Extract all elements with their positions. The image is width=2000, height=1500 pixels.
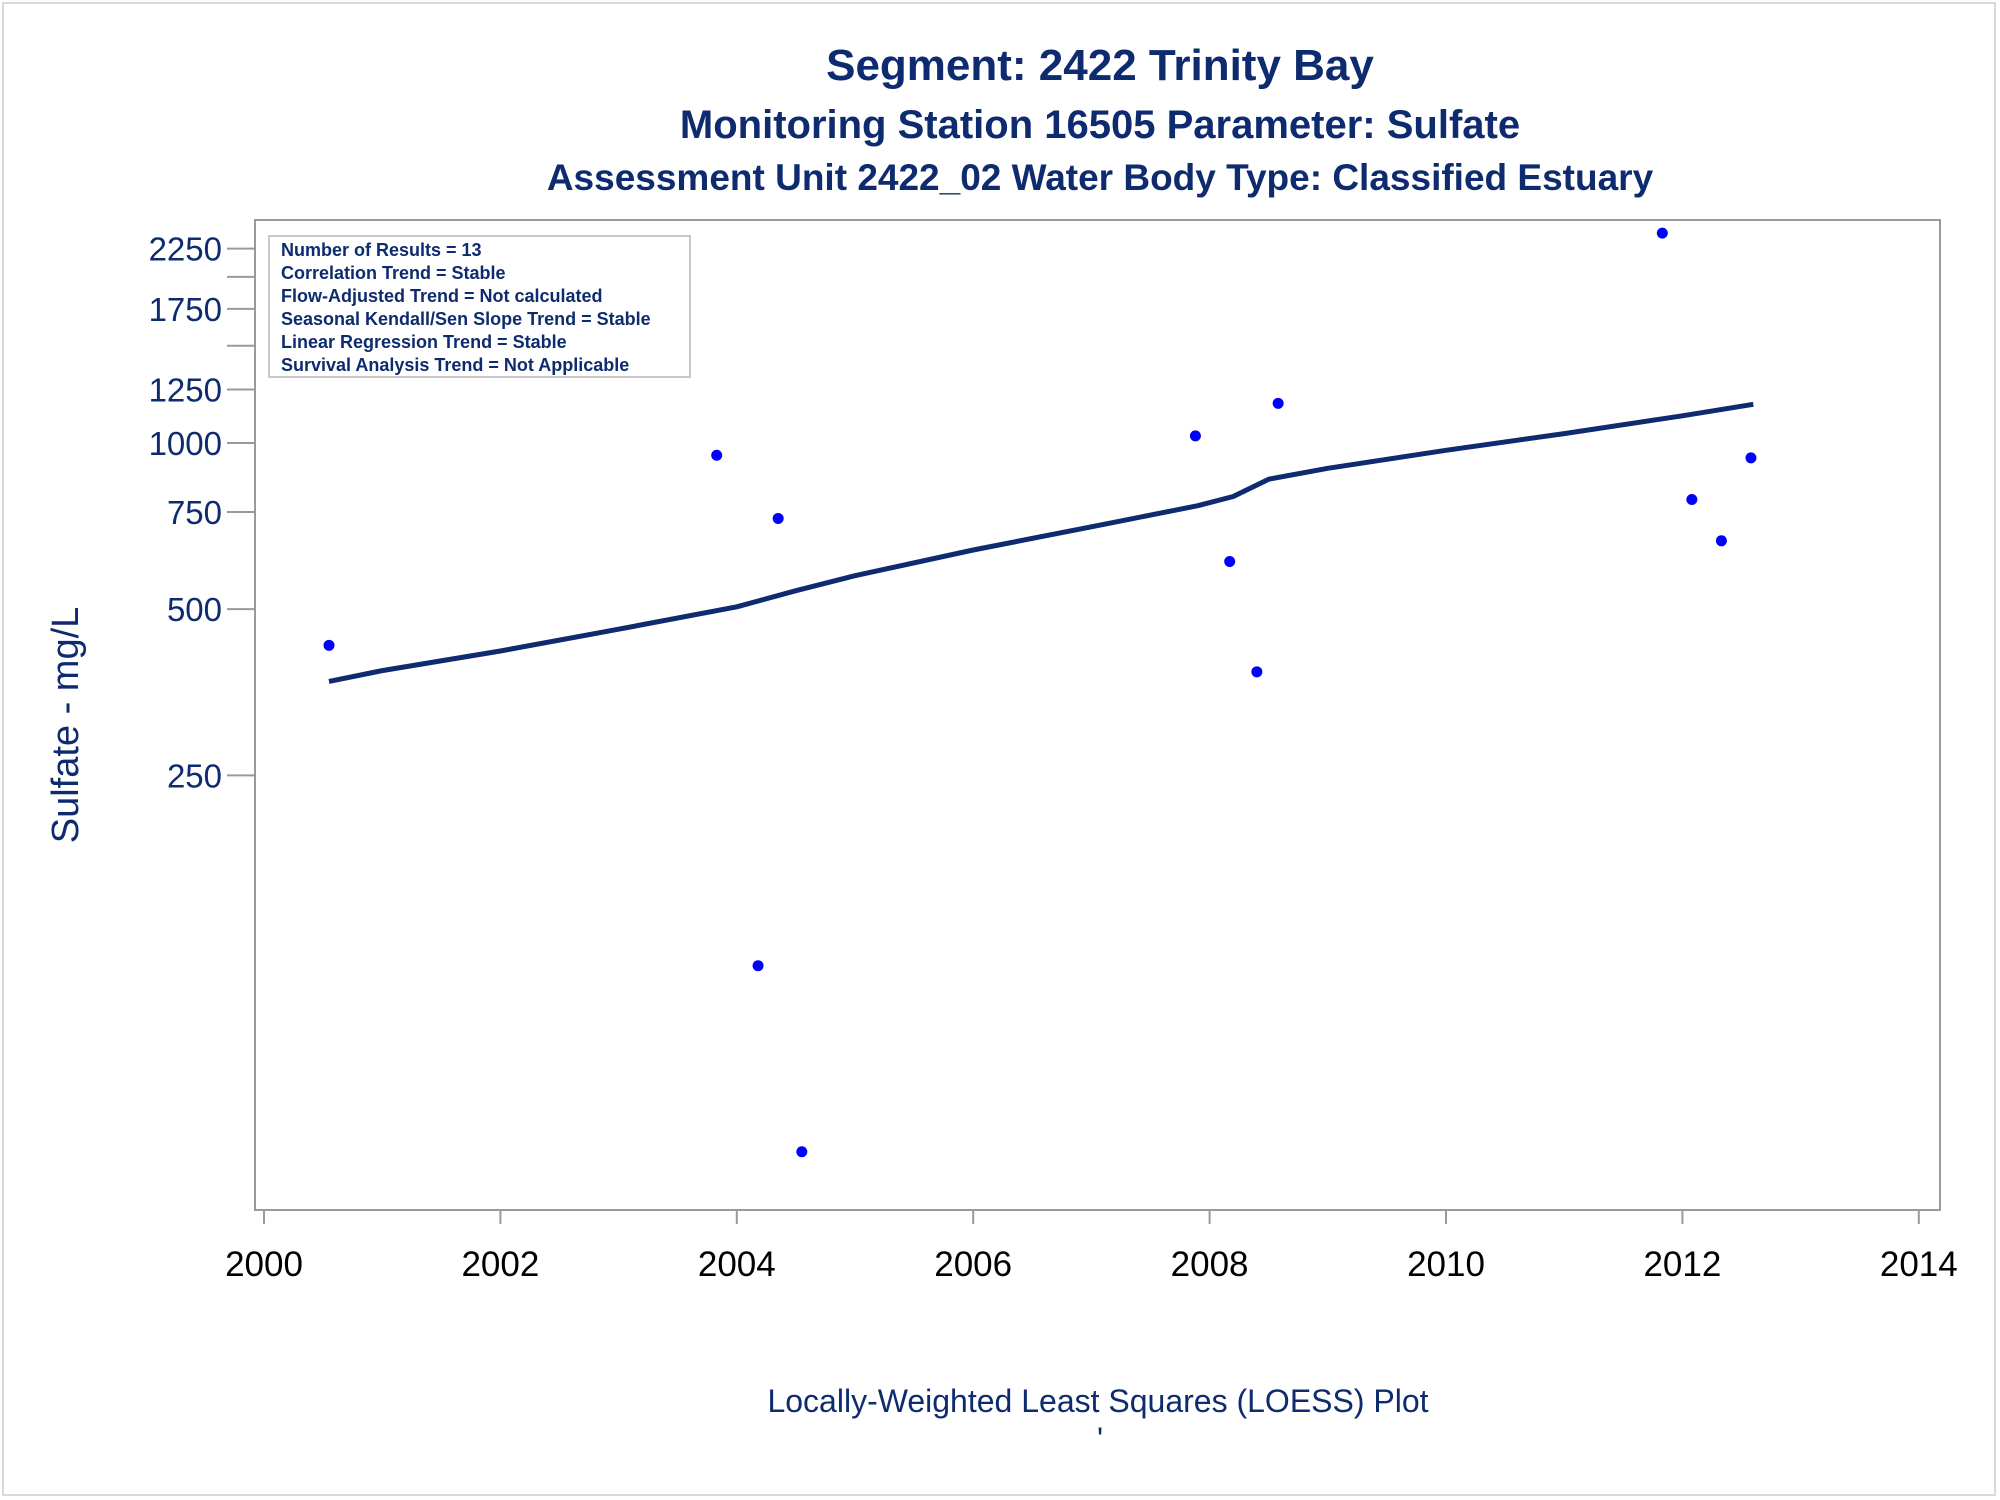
stats-line: Number of Results = 13: [281, 240, 482, 260]
stats-box-border: [268, 235, 691, 378]
stats-line: Linear Regression Trend = Stable: [281, 332, 567, 352]
y-tick-label: 1750: [149, 291, 222, 328]
data-point: [752, 960, 764, 972]
chart-subtitle: Monitoring Station 16505 Parameter: Sulf…: [680, 103, 1520, 147]
stats-line: Survival Analysis Trend = Not Applicable: [281, 355, 629, 375]
data-point: [711, 449, 723, 461]
stats-box: Number of Results = 13 Correlation Trend…: [268, 235, 691, 378]
y-axis: 250 500 750 1000 1250 1750 2250: [149, 231, 255, 794]
data-point: [1656, 227, 1668, 239]
data-point: [323, 639, 335, 651]
data-point: [1251, 666, 1263, 678]
x-tick-label: 2010: [1407, 1245, 1485, 1284]
x-tick-label: 2006: [934, 1245, 1012, 1284]
y-tick-label: 750: [167, 494, 222, 531]
loess-trend-line: [328, 401, 1754, 684]
y-tick-label: 1000: [149, 425, 222, 462]
y-axis-label: Sulfate - mg/L: [45, 607, 87, 844]
x-axis-label: Locally-Weighted Least Squares (LOESS) P…: [767, 1383, 1428, 1419]
data-point: [1745, 452, 1757, 464]
x-tick-label: 2008: [1171, 1245, 1249, 1284]
y-tick-label: 2250: [149, 231, 222, 268]
y-tick-label: 250: [167, 757, 222, 794]
stats-line: Flow-Adjusted Trend = Not calculated: [281, 286, 603, 306]
stats-line: Seasonal Kendall/Sen Slope Trend = Stabl…: [281, 309, 651, 329]
series-layer: [323, 227, 1757, 1158]
data-point: [1189, 430, 1201, 442]
plot-area: [254, 219, 1941, 1211]
x-tick-label: 2004: [698, 1245, 776, 1284]
footnote: ': [1097, 1421, 1103, 1457]
x-axis: 2000 2002 2004 2006 2008 2010 2012 2014: [225, 1210, 1958, 1284]
y-tick-label: 1250: [149, 372, 222, 409]
data-point: [1224, 555, 1236, 567]
data-point: [1686, 494, 1698, 506]
data-point: [1715, 535, 1727, 547]
chart-subtitle-2: Assessment Unit 2422_02 Water Body Type:…: [547, 157, 1654, 198]
x-tick-label: 2012: [1643, 1245, 1721, 1284]
x-tick-label: 2014: [1880, 1245, 1958, 1284]
data-point: [1272, 397, 1284, 409]
data-point: [772, 512, 784, 524]
y-tick-label: 500: [167, 591, 222, 628]
x-tick-label: 2000: [225, 1245, 303, 1284]
data-point: [796, 1146, 808, 1158]
stats-line: Correlation Trend = Stable: [281, 263, 506, 283]
chart-title: Segment: 2422 Trinity Bay: [826, 41, 1374, 90]
x-tick-label: 2002: [461, 1245, 539, 1284]
